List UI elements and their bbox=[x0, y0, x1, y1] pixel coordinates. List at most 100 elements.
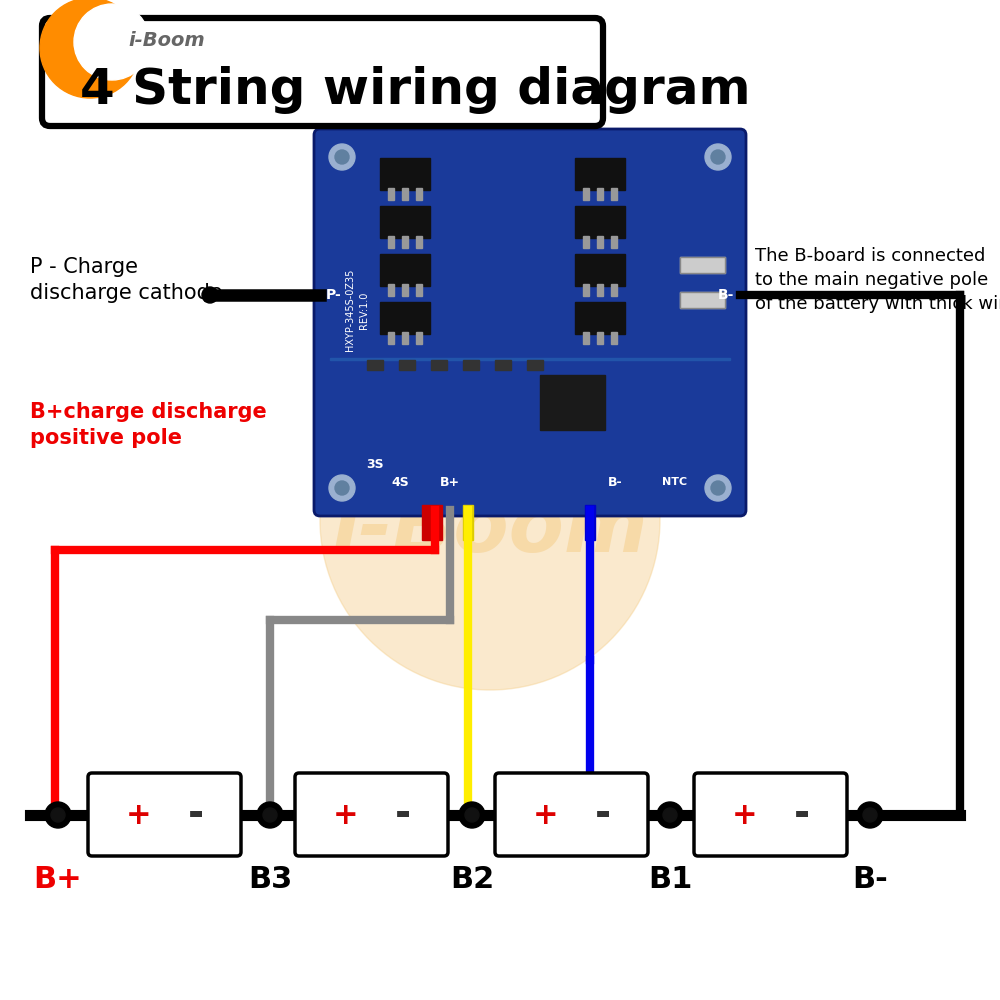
Text: P - Charge
discharge cathode: P - Charge discharge cathode bbox=[30, 257, 223, 303]
FancyBboxPatch shape bbox=[694, 773, 847, 856]
Text: B-: B- bbox=[852, 865, 888, 894]
Text: -: - bbox=[595, 796, 611, 834]
Bar bbox=[527, 360, 543, 370]
Circle shape bbox=[45, 802, 71, 828]
Bar bbox=[540, 375, 605, 430]
Bar bbox=[495, 360, 511, 370]
Circle shape bbox=[663, 808, 677, 822]
Bar bbox=[680, 292, 725, 308]
Circle shape bbox=[705, 144, 731, 170]
Bar bbox=[367, 360, 383, 370]
Bar bbox=[680, 257, 725, 273]
Circle shape bbox=[51, 808, 65, 822]
Circle shape bbox=[459, 802, 485, 828]
Text: B2: B2 bbox=[450, 865, 494, 894]
Bar bbox=[463, 505, 473, 540]
Bar bbox=[597, 284, 603, 296]
Bar bbox=[463, 360, 479, 370]
Bar bbox=[388, 188, 394, 200]
FancyBboxPatch shape bbox=[295, 773, 448, 856]
Bar bbox=[583, 332, 589, 344]
Bar bbox=[399, 360, 415, 370]
Bar bbox=[402, 332, 408, 344]
Text: B-: B- bbox=[608, 476, 622, 488]
Bar bbox=[680, 292, 725, 308]
Text: B+: B+ bbox=[440, 476, 460, 488]
Bar bbox=[380, 254, 430, 286]
Circle shape bbox=[320, 350, 660, 690]
Circle shape bbox=[257, 802, 283, 828]
Circle shape bbox=[711, 481, 725, 495]
Text: i-Boom: i-Boom bbox=[332, 491, 648, 569]
Circle shape bbox=[335, 481, 349, 495]
Bar bbox=[416, 332, 422, 344]
Bar bbox=[330, 358, 730, 360]
Bar bbox=[575, 158, 625, 190]
Bar bbox=[388, 236, 394, 248]
Circle shape bbox=[263, 808, 277, 822]
Bar bbox=[380, 158, 430, 190]
Text: The B-board is connected
to the main negative pole
of the battery with thick wir: The B-board is connected to the main neg… bbox=[755, 247, 1000, 313]
FancyBboxPatch shape bbox=[495, 773, 648, 856]
Circle shape bbox=[40, 0, 140, 98]
Bar bbox=[611, 236, 617, 248]
Circle shape bbox=[657, 802, 683, 828]
Circle shape bbox=[202, 287, 218, 303]
Text: P-: P- bbox=[326, 288, 342, 302]
Bar bbox=[583, 236, 589, 248]
Text: i-Boom: i-Boom bbox=[128, 30, 205, 49]
Bar bbox=[380, 302, 430, 334]
Circle shape bbox=[705, 475, 731, 501]
Bar bbox=[597, 332, 603, 344]
Text: -: - bbox=[188, 796, 204, 834]
Bar bbox=[585, 505, 595, 540]
Text: B+charge discharge
positive pole: B+charge discharge positive pole bbox=[30, 402, 267, 448]
Circle shape bbox=[329, 475, 355, 501]
Circle shape bbox=[711, 150, 725, 164]
Bar bbox=[611, 188, 617, 200]
Bar bbox=[575, 254, 625, 286]
Bar bbox=[597, 236, 603, 248]
Text: B-: B- bbox=[718, 288, 734, 302]
Bar bbox=[432, 505, 442, 540]
Text: NTC: NTC bbox=[662, 477, 688, 487]
Circle shape bbox=[857, 802, 883, 828]
FancyBboxPatch shape bbox=[314, 129, 746, 516]
Circle shape bbox=[863, 808, 877, 822]
Text: REV:1.0: REV:1.0 bbox=[359, 291, 369, 329]
Bar bbox=[402, 236, 408, 248]
Text: +: + bbox=[126, 800, 151, 830]
Text: 3S: 3S bbox=[366, 458, 384, 472]
Bar bbox=[575, 302, 625, 334]
Circle shape bbox=[74, 4, 150, 80]
Bar bbox=[388, 284, 394, 296]
Circle shape bbox=[465, 808, 479, 822]
Bar bbox=[380, 206, 430, 238]
Bar bbox=[611, 284, 617, 296]
Text: +: + bbox=[333, 800, 358, 830]
Bar bbox=[402, 284, 408, 296]
Bar bbox=[680, 257, 725, 273]
Text: HXYP-345S-0Z35: HXYP-345S-0Z35 bbox=[345, 269, 355, 351]
FancyBboxPatch shape bbox=[88, 773, 241, 856]
Text: +: + bbox=[533, 800, 558, 830]
Bar bbox=[597, 188, 603, 200]
Text: +: + bbox=[732, 800, 757, 830]
Text: 4S: 4S bbox=[391, 476, 409, 488]
Bar bbox=[416, 236, 422, 248]
Text: -: - bbox=[395, 796, 411, 834]
Text: B+: B+ bbox=[34, 865, 82, 894]
Circle shape bbox=[329, 144, 355, 170]
Text: B1: B1 bbox=[648, 865, 692, 894]
Circle shape bbox=[335, 150, 349, 164]
Bar bbox=[583, 188, 589, 200]
Bar bbox=[431, 360, 447, 370]
Bar bbox=[402, 188, 408, 200]
Text: -: - bbox=[794, 796, 810, 834]
Bar bbox=[388, 332, 394, 344]
Bar bbox=[611, 332, 617, 344]
FancyBboxPatch shape bbox=[42, 18, 603, 126]
Bar bbox=[416, 284, 422, 296]
Bar bbox=[575, 206, 625, 238]
Text: 4 String wiring diagram: 4 String wiring diagram bbox=[80, 66, 751, 114]
